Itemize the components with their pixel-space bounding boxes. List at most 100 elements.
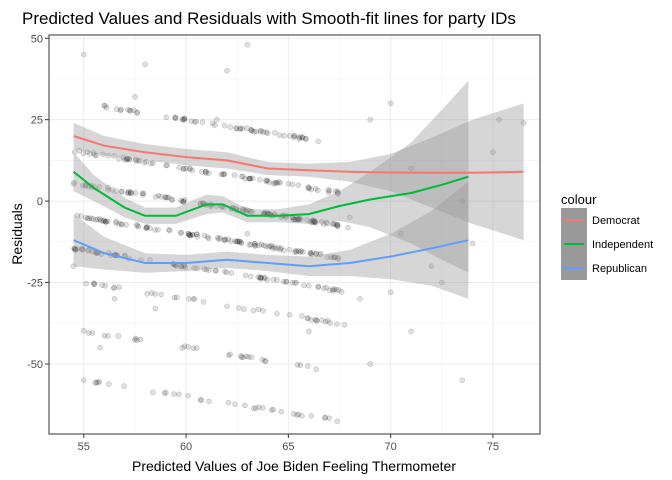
data-point [276, 132, 283, 139]
data-point [320, 221, 327, 227]
data-point [308, 413, 315, 419]
data-point [209, 120, 216, 127]
data-point [295, 216, 301, 223]
data-point [164, 162, 170, 168]
data-point [224, 68, 230, 74]
data-point [259, 357, 265, 363]
data-point [325, 187, 331, 193]
data-point [307, 218, 314, 225]
data-point [292, 247, 299, 254]
data-point [92, 380, 98, 386]
data-point [273, 179, 279, 186]
data-point [90, 216, 96, 222]
data-point [261, 274, 268, 281]
data-point [248, 127, 254, 133]
data-point [408, 165, 414, 172]
legend-item-independent: Independent [561, 232, 653, 256]
data-point [312, 219, 318, 225]
y-tick-label: 50 [31, 33, 43, 45]
data-point [334, 188, 341, 195]
data-point [289, 280, 295, 286]
data-point [183, 165, 189, 172]
data-point [124, 190, 131, 196]
data-point [105, 187, 111, 193]
data-point [72, 247, 79, 253]
data-point [115, 333, 122, 339]
data-point [264, 276, 270, 283]
data-point [155, 227, 161, 233]
data-point [143, 224, 150, 230]
data-point [83, 280, 89, 287]
data-point [82, 183, 89, 189]
data-point [428, 263, 435, 270]
data-point [126, 156, 132, 163]
data-point [124, 155, 131, 162]
data-point [71, 245, 77, 252]
data-point [264, 177, 271, 184]
data-point [329, 221, 336, 228]
data-point [345, 224, 351, 231]
data-point [299, 413, 305, 419]
data-point [281, 247, 287, 254]
data-point [119, 221, 125, 228]
data-point [139, 190, 146, 196]
data-point [321, 285, 327, 292]
data-point [228, 238, 234, 244]
data-point [123, 156, 130, 163]
data-point [231, 172, 238, 178]
data-point [78, 213, 84, 219]
data-point [187, 232, 193, 238]
data-point [241, 306, 247, 313]
data-point [322, 414, 328, 421]
data-point [293, 280, 300, 286]
data-point [103, 219, 109, 225]
data-point [291, 216, 297, 223]
data-point [280, 278, 287, 285]
legend-item-republican: Republican [561, 256, 647, 280]
data-point [79, 182, 86, 189]
data-point [190, 345, 197, 351]
data-point [106, 381, 112, 387]
data-point [250, 405, 257, 412]
data-point [204, 234, 211, 240]
data-point [102, 283, 108, 289]
data-point [260, 405, 266, 411]
data-point [296, 136, 303, 142]
data-point [272, 245, 279, 252]
data-point [84, 149, 91, 155]
data-point [221, 171, 227, 177]
data-point [186, 232, 193, 238]
data-point [203, 168, 209, 175]
confidence-band-independent [73, 80, 469, 273]
data-point [520, 120, 527, 126]
data-point [188, 118, 195, 124]
data-point [244, 125, 250, 132]
data-point [263, 243, 269, 250]
data-point [161, 390, 168, 396]
data-point [136, 157, 143, 164]
data-point [124, 155, 131, 162]
data-point [233, 125, 240, 132]
data-point [439, 279, 445, 286]
data-point [163, 114, 170, 121]
data-point [329, 286, 336, 292]
data-point [143, 159, 149, 165]
data-point [119, 189, 125, 195]
data-point [86, 330, 92, 336]
data-point [134, 223, 140, 229]
data-point [253, 405, 259, 411]
x-tick-label: 60 [180, 441, 192, 453]
data-point [171, 294, 178, 301]
data-point [169, 197, 176, 203]
data-point [295, 215, 301, 222]
data-point [312, 185, 319, 192]
data-point [330, 220, 337, 227]
data-point [199, 169, 205, 175]
data-point [109, 187, 116, 193]
data-point [304, 363, 311, 369]
data-point [132, 335, 139, 342]
data-point [74, 246, 81, 252]
data-point [238, 353, 244, 359]
data-point [308, 317, 314, 323]
data-point [168, 196, 175, 202]
